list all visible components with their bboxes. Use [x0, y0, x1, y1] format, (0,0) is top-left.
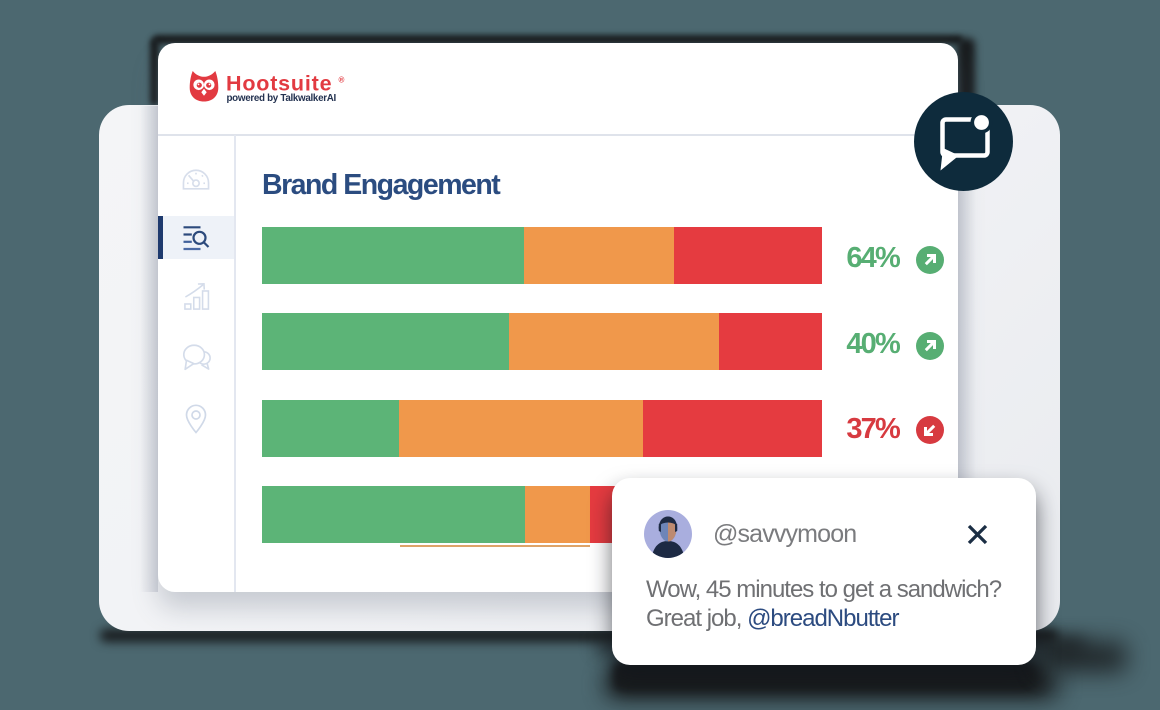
svg-text:Hootsuite: Hootsuite	[226, 72, 332, 96]
svg-text:powered by TalkwalkerAI: powered by TalkwalkerAI	[227, 93, 337, 104]
svg-text:®: ®	[339, 76, 345, 85]
